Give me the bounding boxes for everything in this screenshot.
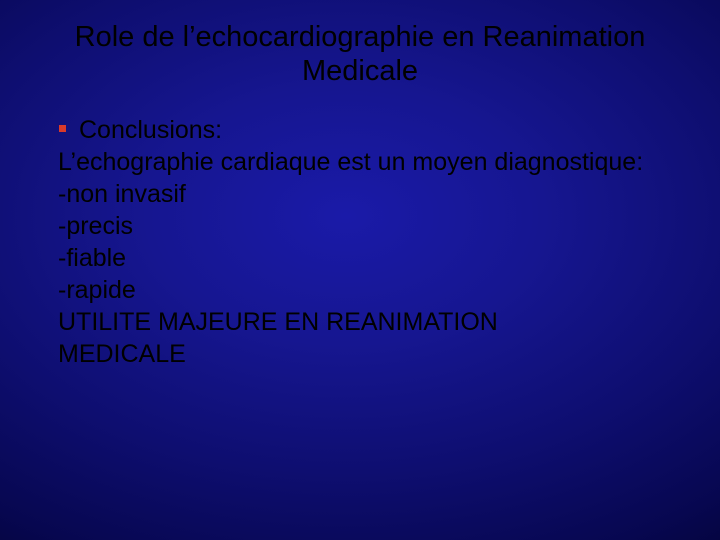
bullet-label: Conclusions: bbox=[79, 114, 222, 146]
body-line-item3: -fiable bbox=[58, 242, 670, 274]
body-line-closing1: UTILITE MAJEURE EN REANIMATION bbox=[58, 306, 670, 338]
body-line-intro: L’echographie cardiaque est un moyen dia… bbox=[58, 146, 670, 178]
body-line-closing2: MEDICALE bbox=[58, 338, 670, 370]
square-bullet-icon bbox=[58, 124, 69, 135]
body-line-item1: -non invasif bbox=[58, 178, 670, 210]
slide-title: Role de l’echocardiographie en Reanimati… bbox=[50, 20, 670, 96]
slide-body: Conclusions: L’echographie cardiaque est… bbox=[50, 96, 670, 370]
body-line-item2: -precis bbox=[58, 210, 670, 242]
slide: Role de l’echocardiographie en Reanimati… bbox=[0, 0, 720, 540]
bullet-row: Conclusions: bbox=[58, 114, 670, 146]
body-line-item4: -rapide bbox=[58, 274, 670, 306]
